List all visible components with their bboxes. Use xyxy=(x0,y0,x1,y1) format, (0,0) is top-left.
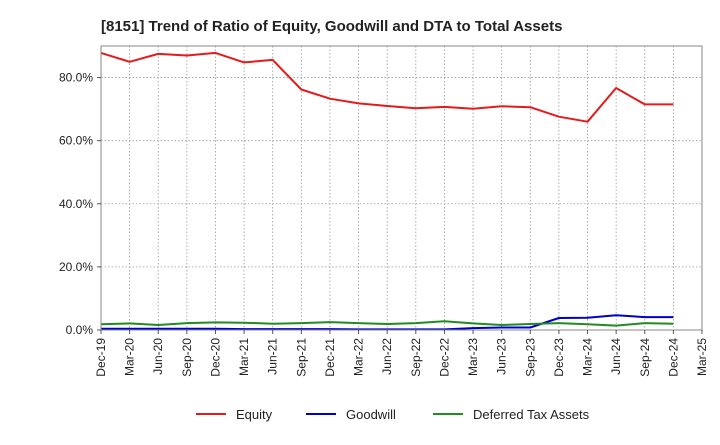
legend-label-goodwill: Goodwill xyxy=(346,407,396,422)
x-tick-label: Sep-24 xyxy=(638,338,652,377)
series-line-goodwill xyxy=(101,314,674,331)
legend: Equity Goodwill Deferred Tax Assets xyxy=(196,407,590,422)
x-tick-label: Dec-23 xyxy=(552,338,566,377)
x-tick-label: Mar-24 xyxy=(581,338,595,376)
x-tick-label: Jun-22 xyxy=(380,338,394,375)
x-tick-label: Dec-20 xyxy=(208,338,222,377)
x-tick-label: Dec-22 xyxy=(437,338,451,377)
chart-title: [8151] Trend of Ratio of Equity, Goodwil… xyxy=(101,18,562,35)
series-line-equity xyxy=(100,51,674,123)
x-tick-label: Mar-22 xyxy=(352,338,366,376)
x-tick-label: Sep-21 xyxy=(294,338,308,377)
x-tick-label: Jun-23 xyxy=(495,338,509,375)
x-tick-label: Mar-20 xyxy=(123,338,137,376)
x-tick-label: Mar-21 xyxy=(237,338,251,376)
x-tick-label: Jun-24 xyxy=(609,338,623,375)
x-tick-label: Mar-23 xyxy=(466,338,480,376)
x-tick-label: Sep-22 xyxy=(409,338,423,377)
y-tick-label: 80.0% xyxy=(59,71,93,85)
legend-label-deferred-tax-assets: Deferred Tax Assets xyxy=(473,407,590,422)
legend-label-equity: Equity xyxy=(236,407,273,422)
x-tick-label: Jun-20 xyxy=(151,338,165,375)
y-tick-label: 60.0% xyxy=(59,134,93,148)
grid-layer xyxy=(101,46,702,330)
x-tick-label: Sep-23 xyxy=(523,338,537,377)
x-tick-label: Sep-20 xyxy=(180,338,194,377)
series-layer xyxy=(100,51,674,331)
y-tick-label: 20.0% xyxy=(59,260,93,274)
x-tick-label: Mar-25 xyxy=(695,338,709,376)
x-tick-label: Dec-21 xyxy=(323,338,337,377)
y-tick-label: 40.0% xyxy=(59,197,93,211)
x-tick-label: Jun-21 xyxy=(266,338,280,375)
x-tick-label: Dec-19 xyxy=(94,338,108,377)
y-tick-label: 0.0% xyxy=(66,323,94,337)
series-line-deferred-tax-assets xyxy=(100,320,674,327)
axis-layer: Dec-19 Mar-20 Jun-20 Sep-20 Dec-20 Mar-21 Jun-… xyxy=(59,71,709,377)
plot-area-frame xyxy=(100,45,703,331)
x-tick-label: Dec-24 xyxy=(666,338,680,377)
